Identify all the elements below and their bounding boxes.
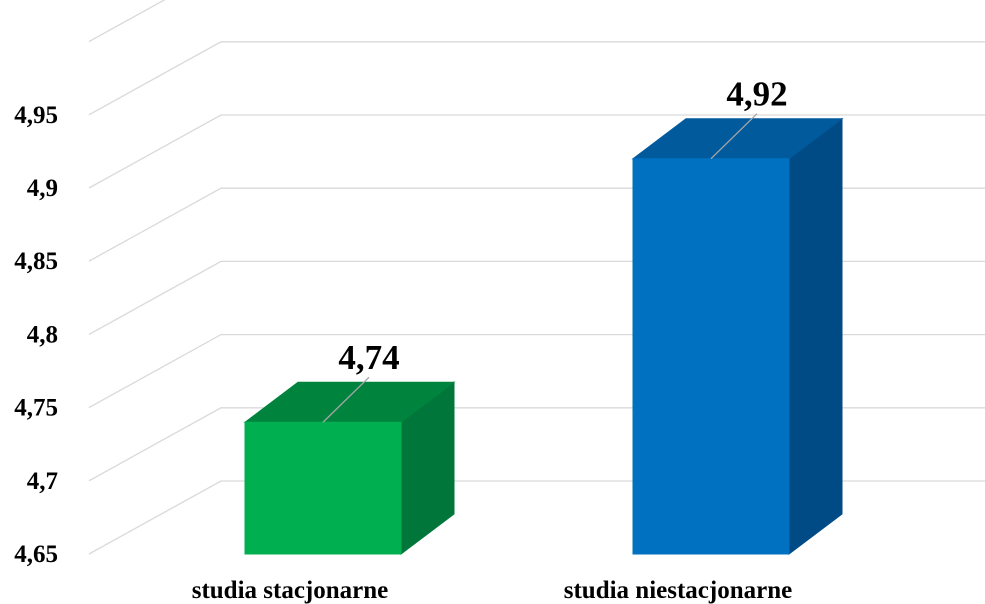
y-axis: 4,65 4,7 4,75 4,8 4,85 4,9 4,95 — [14, 102, 58, 568]
gridline — [88, 260, 985, 335]
bar — [631, 117, 844, 556]
gridline — [88, 333, 985, 409]
y-tick-label: 4,8 — [27, 321, 58, 348]
bar-side — [788, 117, 843, 556]
y-tick-label: 4,9 — [27, 175, 58, 202]
bar — [243, 381, 456, 556]
gridline — [88, 114, 985, 189]
y-tick-label: 4,85 — [14, 248, 58, 275]
category-label: studia niestacjonarne — [564, 577, 792, 604]
gridline — [88, 187, 985, 262]
bar-front — [244, 421, 402, 555]
gridline — [88, 0, 166, 43]
data-label: 4,74 — [338, 338, 399, 377]
y-tick-label: 4,75 — [14, 395, 58, 422]
data-label: 4,92 — [726, 75, 787, 114]
gridline — [88, 407, 985, 482]
bar-front — [632, 158, 790, 555]
category-label: studia stacjonarne — [192, 577, 389, 604]
y-tick-label: 4,65 — [14, 541, 58, 568]
y-tick-label: 4,95 — [14, 102, 58, 129]
gridlines — [88, 0, 985, 555]
x-axis: studia stacjonarne studia niestacjonarne — [192, 577, 793, 604]
gridline — [88, 41, 985, 116]
bars — [243, 117, 844, 556]
leader-line — [322, 376, 370, 423]
data-labels: 4,74 4,92 — [322, 75, 788, 423]
y-tick-label: 4,7 — [27, 468, 58, 495]
gridline — [88, 480, 985, 555]
leader-line — [710, 113, 758, 160]
